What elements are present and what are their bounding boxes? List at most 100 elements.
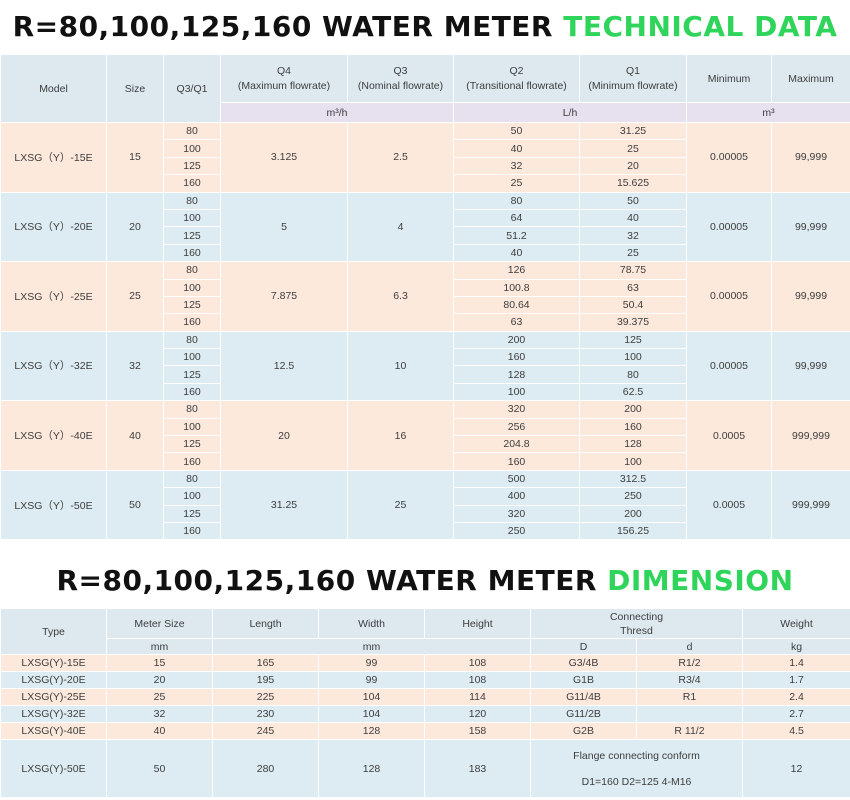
thresd-label: Thresd <box>620 624 653 637</box>
table-row: 160 250 156.25 <box>1 521 850 541</box>
col-header-width: Width <box>318 608 425 640</box>
height-cell: 120 <box>424 705 531 724</box>
q4-cell: 3.125 <box>220 122 348 193</box>
type-cell: LXSG(Y)-40E <box>0 722 107 741</box>
meter-size-cell: 32 <box>106 705 213 724</box>
type-cell: LXSG(Y)-32E <box>0 705 107 724</box>
ratio-cell: 100 <box>163 139 221 158</box>
q1-cell: 62.5 <box>579 382 687 402</box>
maximum-cell: 999,999 <box>771 400 850 471</box>
q2-cell: 100 <box>453 382 580 402</box>
col-header-D: D <box>530 638 637 656</box>
thread-D-cell: G3/4B <box>530 654 637 673</box>
q2-cell: 204.8 <box>453 435 580 454</box>
q3-cell: 10 <box>347 330 454 402</box>
technical-data-title-prefix: R=80,100,125,160 WATER METER <box>12 10 564 43</box>
q1-cell: 20 <box>579 156 687 176</box>
table-row: LXSG（Y）-50E 50 80 31.25 25 500 312.5 0.0005 999,… <box>0 469 850 541</box>
q2-cell: 80.64 <box>453 295 580 315</box>
meter-size-cell: 40 <box>106 722 213 741</box>
model-cell: LXSG（Y）-50E <box>0 469 107 541</box>
q2-cell: 126 <box>453 261 580 280</box>
thread-D-cell: G1B <box>530 671 637 690</box>
ratio-cell: 160 <box>163 243 221 263</box>
thread-D-cell: G2B <box>530 722 637 741</box>
length-cell: 230 <box>212 705 319 724</box>
table-row: 160 100 62.5 <box>1 382 850 402</box>
ratio-cell: 80 <box>163 121 221 141</box>
table-row: LXSG(Y)-20E 20 195 99 108 G1B R3/4 1.7 <box>0 671 850 690</box>
q3-label: Q3 <box>393 64 408 77</box>
minimum-cell: 0.0005 <box>686 469 772 541</box>
q1-cell: 160 <box>579 417 687 437</box>
length-cell: 165 <box>212 654 319 673</box>
ratio-cell: 125 <box>163 226 221 245</box>
flange-cell: Flange connecting conform D1=160 D2=125 4… <box>530 739 743 799</box>
q4-cell: 31.25 <box>220 469 348 541</box>
col-header-length: Length <box>212 608 319 640</box>
meter-size-cell: 15 <box>106 654 213 673</box>
table-row: 125 128 80 <box>1 365 850 384</box>
table-row: 100 400 250 <box>1 487 850 506</box>
unit-mm-dimensions: mm <box>212 638 531 656</box>
technical-data-title-highlight: TECHNICAL DATA <box>563 10 838 43</box>
size-cell: 32 <box>106 330 164 402</box>
q4-cell: 5 <box>220 191 348 263</box>
thread-d-cell: R1/2 <box>636 654 743 673</box>
q4-cell: 7.875 <box>220 261 348 332</box>
maximum-cell: 99,999 <box>771 261 850 332</box>
weight-cell: 1.7 <box>742 671 850 690</box>
col-header-size: Size <box>106 54 164 123</box>
ratio-cell: 80 <box>163 191 221 210</box>
weight-cell: 2.7 <box>742 705 850 724</box>
type-cell: LXSG(Y)-50E <box>0 739 107 799</box>
table-row: LXSG（Y）-25E 25 80 7.875 6.3 126 78.75 0.00005 99… <box>0 261 850 332</box>
q2-cell: 320 <box>453 400 580 419</box>
q1-cell: 25 <box>579 139 687 158</box>
unit-kg: kg <box>742 638 850 656</box>
dimension-title-prefix: R=80,100,125,160 WATER METER <box>56 564 608 598</box>
col-header-meter-size: Meter Size <box>106 608 213 640</box>
table-row: LXSG(Y)-40E 40 245 128 158 G2B R 11/2 4.5 <box>0 722 850 741</box>
model-cell: LXSG（Y）-20E <box>0 191 107 263</box>
thread-d-cell: R 11/2 <box>636 722 743 741</box>
q1-cell: 125 <box>579 330 687 350</box>
table-row: LXSG（Y）-32E 32 80 12.5 10 200 125 0.00005 99,999 <box>0 330 850 402</box>
q2-cell: 160 <box>453 348 580 367</box>
ratio-cell: 125 <box>163 365 221 384</box>
table-row: LXSG(Y)-50E 50 280 128 183 Flange connecting … <box>0 739 850 799</box>
ratio-cell: 80 <box>163 400 221 419</box>
col-header-ratio: Q3/Q1 <box>163 54 221 123</box>
model-cell: LXSG（Y）-15E <box>0 122 107 193</box>
q2-cell: 256 <box>453 417 580 437</box>
col-header-q1: Q1 (Minimum flowrate) <box>579 54 687 103</box>
q2-description: (Transitional flowrate) <box>466 79 567 92</box>
ratio-cell: 100 <box>163 417 221 437</box>
dimension-title-highlight: DIMENSION <box>607 564 794 598</box>
col-header-minimum: Minimum <box>686 54 772 103</box>
ratio-cell: 160 <box>163 521 221 541</box>
q2-cell: 40 <box>453 243 580 263</box>
col-header-type: Type <box>0 608 107 656</box>
type-cell: LXSG(Y)-15E <box>0 654 107 673</box>
technical-data-title: R=80,100,125,160 WATER METER TECHNICAL D… <box>0 0 850 54</box>
table-row: LXSG（Y）-40E 40 80 20 16 320 200 0.0005 999,999 <box>0 400 850 471</box>
minimum-cell: 0.00005 <box>686 122 772 193</box>
ratio-cell: 125 <box>163 435 221 454</box>
col-header-q3: Q3 (Nominal flowrate) <box>347 54 454 103</box>
q1-cell: 156.25 <box>579 521 687 541</box>
length-cell: 195 <box>212 671 319 690</box>
q2-cell: 40 <box>453 139 580 158</box>
q3-cell: 4 <box>347 191 454 263</box>
q1-cell: 100 <box>579 452 687 471</box>
width-cell: 104 <box>318 688 425 707</box>
table-row: LXSG(Y)-25E 25 225 104 114 G11/4B R1 2.4 <box>0 688 850 707</box>
model-cell: LXSG（Y）-32E <box>0 330 107 402</box>
dimension-table: Type Meter Size Length Width Height Conn… <box>0 608 850 799</box>
col-header-maximum: Maximum <box>771 54 850 103</box>
ratio-cell: 160 <box>163 313 221 332</box>
q1-cell: 312.5 <box>579 469 687 489</box>
q2-cell: 128 <box>453 365 580 384</box>
weight-cell: 2.4 <box>742 688 850 707</box>
size-cell: 40 <box>106 400 164 471</box>
